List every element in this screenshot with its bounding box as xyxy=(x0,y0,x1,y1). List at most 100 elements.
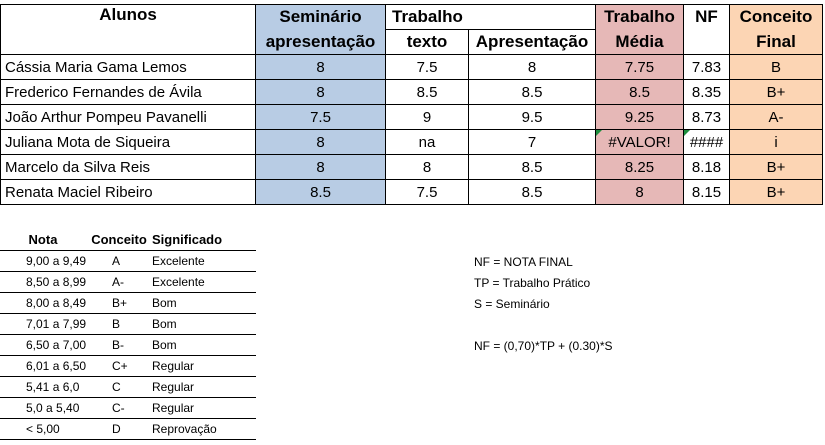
legend-nota[interactable]: 5,41 a 6,0 xyxy=(0,376,86,398)
legend-table: Nota Conceito Significado 9,00 a 9,49 A … xyxy=(0,229,256,440)
legend-nota[interactable]: < 5,00 xyxy=(0,418,86,440)
header-trabalho-blank[interactable] xyxy=(468,4,596,30)
legend-significado[interactable]: Regular xyxy=(152,355,256,377)
legend-row: 5,41 a 6,0 C Regular xyxy=(0,376,256,398)
conceito-cell[interactable]: B xyxy=(729,54,823,80)
note-formula[interactable]: NF = (0,70)*TP + (0.30)*S xyxy=(474,339,613,353)
legend-nota[interactable]: 8,50 a 8,99 xyxy=(0,271,86,293)
header-conceito[interactable]: Conceito xyxy=(729,4,823,30)
nf-cell[interactable]: 8.18 xyxy=(683,154,730,180)
header-nf[interactable]: NF xyxy=(683,4,730,30)
header-alunos[interactable]: Alunos xyxy=(0,4,256,30)
legend-row: 6,01 a 6,50 C+ Regular xyxy=(0,355,256,377)
header-nf-blank[interactable] xyxy=(683,29,730,55)
seminario-cell[interactable]: 8 xyxy=(255,79,386,105)
legend-header-nota[interactable]: Nota xyxy=(0,229,86,251)
media-cell[interactable]: 7.75 xyxy=(595,54,684,80)
media-cell[interactable]: 8.5 xyxy=(595,79,684,105)
legend-conceito[interactable]: C- xyxy=(86,397,152,419)
student-name[interactable]: Frederico Fernandes de Ávila xyxy=(0,79,256,105)
legend-header-significado[interactable]: Significado xyxy=(152,229,256,251)
legend-row: 9,00 a 9,49 A Excelente xyxy=(0,250,256,272)
note-s[interactable]: S = Seminário xyxy=(474,297,550,311)
conceito-cell[interactable]: B+ xyxy=(729,179,823,205)
legend-significado[interactable]: Regular xyxy=(152,397,256,419)
student-name[interactable]: Cássia Maria Gama Lemos xyxy=(0,54,256,80)
conceito-cell[interactable]: B+ xyxy=(729,154,823,180)
texto-cell[interactable]: 9 xyxy=(385,104,469,130)
legend-significado[interactable]: Bom xyxy=(152,313,256,335)
texto-cell[interactable]: 7.5 xyxy=(385,54,469,80)
apresentacao-cell[interactable]: 8.5 xyxy=(468,179,596,205)
student-row: Frederico Fernandes de Ávila 8 8.5 8.5 8… xyxy=(0,79,823,105)
legend-conceito[interactable]: B- xyxy=(86,334,152,356)
student-row: João Arthur Pompeu Pavanelli 7.5 9 9.5 9… xyxy=(0,104,823,130)
legend-significado[interactable]: Excelente xyxy=(152,271,256,293)
nf-cell[interactable]: 8.15 xyxy=(683,179,730,205)
header-alunos-blank[interactable] xyxy=(0,29,256,55)
seminario-cell[interactable]: 8 xyxy=(255,54,386,80)
legend-header-row: Nota Conceito Significado xyxy=(0,229,256,251)
nf-cell-error[interactable]: #### xyxy=(683,129,730,155)
media-cell[interactable]: 8 xyxy=(595,179,684,205)
legend-row: < 5,00 D Reprovação xyxy=(0,418,256,440)
header-media[interactable]: Média xyxy=(595,29,684,55)
seminario-cell[interactable]: 8 xyxy=(255,129,386,155)
seminario-cell[interactable]: 8 xyxy=(255,154,386,180)
conceito-cell[interactable]: A- xyxy=(729,104,823,130)
header-final[interactable]: Final xyxy=(729,29,823,55)
apresentacao-cell[interactable]: 8 xyxy=(468,54,596,80)
header-trabalho[interactable]: Trabalho xyxy=(385,4,469,30)
apresentacao-cell[interactable]: 8.5 xyxy=(468,79,596,105)
header-apresentacao-seminario[interactable]: apresentação xyxy=(255,29,386,55)
legend-nota[interactable]: 6,50 a 7,00 xyxy=(0,334,86,356)
legend-conceito[interactable]: B xyxy=(86,313,152,335)
texto-cell[interactable]: 8.5 xyxy=(385,79,469,105)
legend-significado[interactable]: Bom xyxy=(152,334,256,356)
media-cell[interactable]: 8.25 xyxy=(595,154,684,180)
header-texto[interactable]: texto xyxy=(385,29,469,55)
legend-nota[interactable]: 7,01 a 7,99 xyxy=(0,313,86,335)
media-cell[interactable]: 9.25 xyxy=(595,104,684,130)
note-tp[interactable]: TP = Trabalho Prático xyxy=(474,276,591,290)
note-nf[interactable]: NF = NOTA FINAL xyxy=(474,255,573,269)
legend-significado[interactable]: Regular xyxy=(152,376,256,398)
grades-table: Alunos Seminário Trabalho Trabalho NF Co… xyxy=(0,4,823,205)
legend-conceito[interactable]: C xyxy=(86,376,152,398)
conceito-cell[interactable]: i xyxy=(729,129,823,155)
legend-nota[interactable]: 6,01 a 6,50 xyxy=(0,355,86,377)
legend-conceito[interactable]: C+ xyxy=(86,355,152,377)
legend-row: 8,50 a 8,99 A- Excelente xyxy=(0,271,256,293)
legend-nota[interactable]: 8,00 a 8,49 xyxy=(0,292,86,314)
legend-nota[interactable]: 5,0 a 5,40 xyxy=(0,397,86,419)
legend-conceito[interactable]: B+ xyxy=(86,292,152,314)
media-cell-error[interactable]: #VALOR! xyxy=(595,129,684,155)
student-name[interactable]: João Arthur Pompeu Pavanelli xyxy=(0,104,256,130)
seminario-cell[interactable]: 7.5 xyxy=(255,104,386,130)
seminario-cell[interactable]: 8.5 xyxy=(255,179,386,205)
legend-conceito[interactable]: A xyxy=(86,250,152,272)
legend-conceito[interactable]: D xyxy=(86,418,152,440)
legend-significado[interactable]: Reprovação xyxy=(152,418,256,440)
student-name[interactable]: Juliana Mota de Siqueira xyxy=(0,129,256,155)
nf-cell[interactable]: 8.35 xyxy=(683,79,730,105)
nf-cell[interactable]: 7.83 xyxy=(683,54,730,80)
header-apresentacao[interactable]: Apresentação xyxy=(468,29,596,55)
apresentacao-cell[interactable]: 9.5 xyxy=(468,104,596,130)
legend-significado[interactable]: Bom xyxy=(152,292,256,314)
nf-cell[interactable]: 8.73 xyxy=(683,104,730,130)
student-name[interactable]: Marcelo da Silva Reis xyxy=(0,154,256,180)
texto-cell[interactable]: 8 xyxy=(385,154,469,180)
legend-nota[interactable]: 9,00 a 9,49 xyxy=(0,250,86,272)
apresentacao-cell[interactable]: 8.5 xyxy=(468,154,596,180)
texto-cell[interactable]: 7.5 xyxy=(385,179,469,205)
student-name[interactable]: Renata Maciel Ribeiro xyxy=(0,179,256,205)
header-trabalho-media[interactable]: Trabalho xyxy=(595,4,684,30)
legend-conceito[interactable]: A- xyxy=(86,271,152,293)
conceito-cell[interactable]: B+ xyxy=(729,79,823,105)
legend-significado[interactable]: Excelente xyxy=(152,250,256,272)
legend-header-conceito[interactable]: Conceito xyxy=(86,229,152,251)
texto-cell[interactable]: na xyxy=(385,129,469,155)
apresentacao-cell[interactable]: 7 xyxy=(468,129,596,155)
header-seminario[interactable]: Seminário xyxy=(255,4,386,30)
